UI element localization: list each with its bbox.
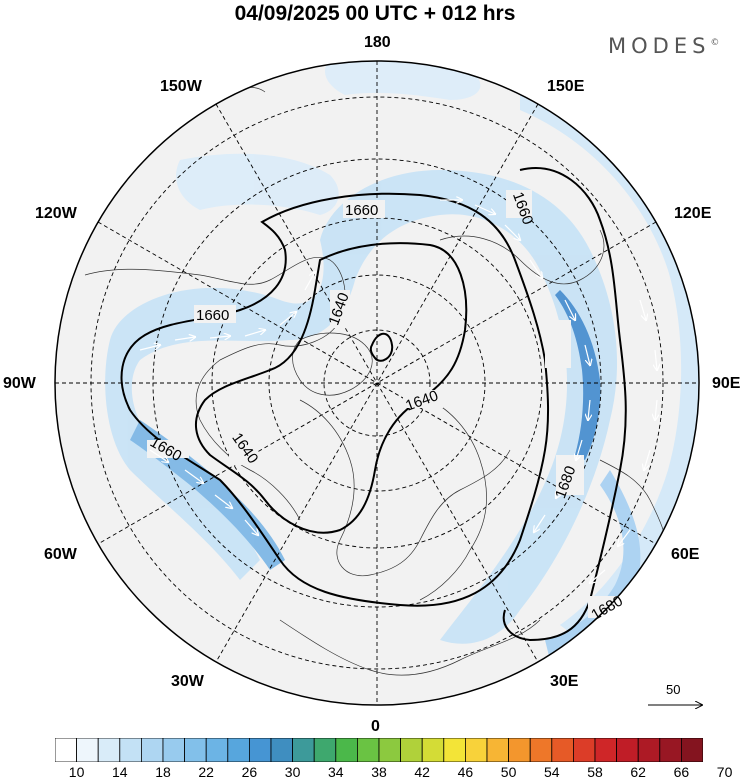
lon-label-30e: 30E [550,673,579,690]
colorbar-swatch [162,738,186,762]
colorbar-tick-label: 62 [630,764,646,780]
colorbar-tick-label: 34 [328,764,344,780]
colorbar-swatch [227,738,250,762]
colorbar-tick-label: 14 [112,764,128,780]
colorbar-tick-label: 54 [544,764,560,780]
lon-label-120w: 120W [35,205,77,222]
colorbar-swatch [184,738,207,762]
colorbar-swatch [292,738,315,762]
colorbar-swatch [400,738,423,762]
lon-label-150e: 150E [547,78,585,95]
lon-label-0: 0 [371,718,380,735]
colorbar-swatch [486,738,510,762]
lon-label-90w: 90W [3,375,36,392]
jet-band-west [105,170,618,644]
reference-vector-label: 50 [666,682,681,697]
colorbar-swatch [335,738,358,762]
colorbar-swatch [529,738,553,762]
colorbar-tick-label: 42 [414,764,430,780]
colorbar-swatch [248,738,272,762]
contour-label-1660: 1660 [196,307,229,324]
colorbar-tick-label: 10 [68,764,85,780]
contour-label-1660: 1660 [345,202,378,219]
lon-label-60w: 60W [44,546,77,563]
colorbar-swatch [378,738,402,762]
colorbar-tick-label: 50 [500,764,517,780]
colorbar-swatch [313,738,337,762]
contour-1640-small [369,332,394,362]
colorbar-swatch [573,738,596,762]
colorbar-swatch [141,738,164,762]
map-title: 04/09/2025 00 UTC + 012 hrs [234,2,516,25]
lon-label-90e: 90E [712,375,741,392]
colorbar-swatch [508,738,531,762]
lon-label-180: 180 [364,34,391,51]
colorbar-swatch [594,738,618,762]
colorbar-tick-label: 22 [198,764,214,780]
colorbar-swatch [443,738,466,762]
colorbar-swatch [616,738,639,762]
lon-label-150w: 150W [160,78,202,95]
lon-label-30w: 30W [171,673,204,690]
colorbar-swatch [551,738,574,762]
contour-1640 [194,242,468,534]
colorbar-tick-label: 70 [716,764,733,780]
colorbar-swatch [205,738,229,762]
lon-label-120e: 120E [674,205,712,222]
map-boundary [54,60,700,706]
colorbar-swatch [55,738,78,762]
colorbar-tick-label: 18 [155,764,171,780]
colorbar-tick-label: 26 [241,764,258,780]
copyright-mark: © [710,38,720,48]
colorbar-swatch [464,738,488,762]
colorbar-swatch [97,738,121,762]
colorbar-tick-label: 46 [457,764,474,780]
colorbar-tick-label: 66 [673,764,690,780]
colorbar-tick-label: 58 [587,764,603,780]
jet-band-north-pacific [176,153,339,215]
colorbar-swatch [637,738,661,762]
colorbar-tick-label: 30 [284,764,301,780]
colorbar [55,738,703,762]
colorbar-tick-label: 38 [371,764,387,780]
jet-band-east [520,90,699,640]
coastlines [84,87,667,676]
colorbar-swatch [681,738,703,762]
colorbar-swatch [76,738,99,762]
colorbar-swatch [659,738,682,762]
brand-name: MODES [608,34,711,58]
lon-label-60e: 60E [671,546,700,563]
brand-logo: MODES© [608,34,719,58]
colorbar-swatch [270,738,294,762]
colorbar-swatch [421,738,445,762]
graticule [55,61,699,705]
colorbar-swatch [356,738,380,762]
colorbar-swatch [119,738,142,762]
contour-1680 [502,167,627,642]
wind-vectors [139,200,657,583]
